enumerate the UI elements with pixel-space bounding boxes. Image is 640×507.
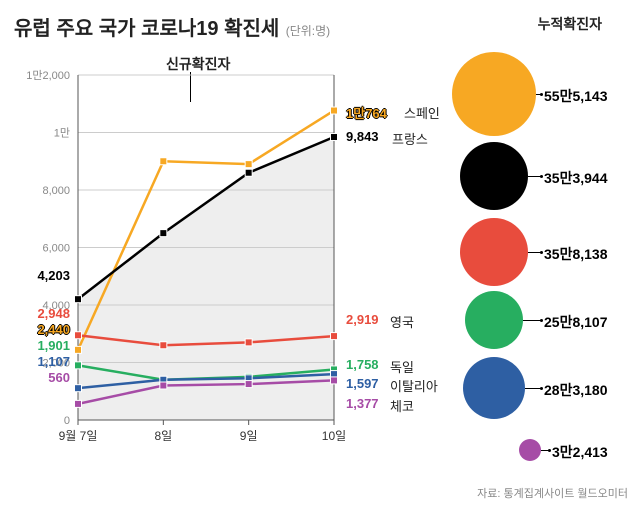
svg-text:0: 0 [64, 415, 70, 427]
bubble-label-germany: 25만8,107 [544, 312, 608, 332]
bubble-column: 55만5,143 35만3,944 35만8,138 25만8,107 28만3,180… [430, 40, 640, 480]
bubble-lead-dot-uk [540, 251, 543, 254]
bubble-label-france: 35만3,944 [544, 168, 608, 188]
svg-text:10일: 10일 [322, 429, 346, 443]
end-value-spain: 1만764 [346, 103, 387, 122]
root: 유럽 주요 국가 코로나19 확진세 (단위:명) 누적확진자 신규확진자 02… [0, 0, 640, 507]
start-value-france: 4,203 [10, 268, 70, 283]
end-value-czech: 1,377 [346, 396, 379, 411]
start-value-spain: 2,440 [10, 322, 70, 337]
bubble-lead-dot-spain [540, 93, 543, 96]
chart-svg: 02,0004,0006,0008,0001만1만2,0009월 7일8일9일1… [14, 50, 394, 460]
svg-text:9일: 9일 [240, 429, 258, 443]
bubble-label-uk: 35만8,138 [544, 244, 608, 264]
bubble-lead-dot-czech [548, 449, 551, 452]
svg-text:8,000: 8,000 [42, 185, 70, 197]
bubble-lead-dot-italy [540, 387, 543, 390]
bubble-czech [519, 439, 541, 461]
line-chart: 02,0004,0006,0008,0001만1만2,0009월 7일8일9일1… [14, 50, 394, 460]
chart-title: 유럽 주요 국가 코로나19 확진세 [14, 18, 279, 40]
cumulative-header: 누적확진자 [538, 14, 602, 34]
start-value-czech: 560 [10, 370, 70, 385]
bubble-label-czech: 3만2,413 [552, 442, 608, 462]
start-value-germany: 1,901 [10, 338, 70, 353]
end-value-italy: 1,597 [346, 376, 379, 391]
country-label-france: 프랑스 [392, 129, 428, 148]
chart-unit: (단위:명) [286, 24, 330, 38]
end-value-germany: 1,758 [346, 357, 379, 372]
bubble-france [460, 142, 528, 210]
start-value-italy: 1,107 [10, 354, 70, 369]
start-value-uk: 2,948 [10, 306, 70, 321]
bubble-label-spain: 55만5,143 [544, 86, 608, 106]
bubble-italy [463, 357, 525, 419]
title-row: 유럽 주요 국가 코로나19 확진세 (단위:명) [14, 12, 330, 41]
svg-text:6,000: 6,000 [42, 243, 70, 255]
svg-text:1만2,000: 1만2,000 [26, 69, 70, 82]
svg-text:9월 7일: 9월 7일 [59, 429, 98, 443]
svg-text:8일: 8일 [154, 429, 172, 443]
country-label-uk: 영국 [390, 312, 414, 331]
bubble-lead-dot-germany [540, 319, 543, 322]
bubble-uk [460, 218, 528, 286]
end-value-france: 9,843 [346, 129, 379, 144]
end-value-uk: 2,919 [346, 312, 379, 327]
country-label-czech: 체코 [390, 396, 414, 415]
bubble-germany [465, 291, 523, 349]
svg-text:1만: 1만 [54, 127, 70, 140]
source-label: 자료: 통계집계사이트 월드오미터 [477, 485, 628, 501]
bubble-spain [452, 52, 536, 136]
bubble-lead-dot-france [540, 175, 543, 178]
country-label-germany: 독일 [390, 357, 414, 376]
bubble-label-italy: 28만3,180 [544, 380, 608, 400]
